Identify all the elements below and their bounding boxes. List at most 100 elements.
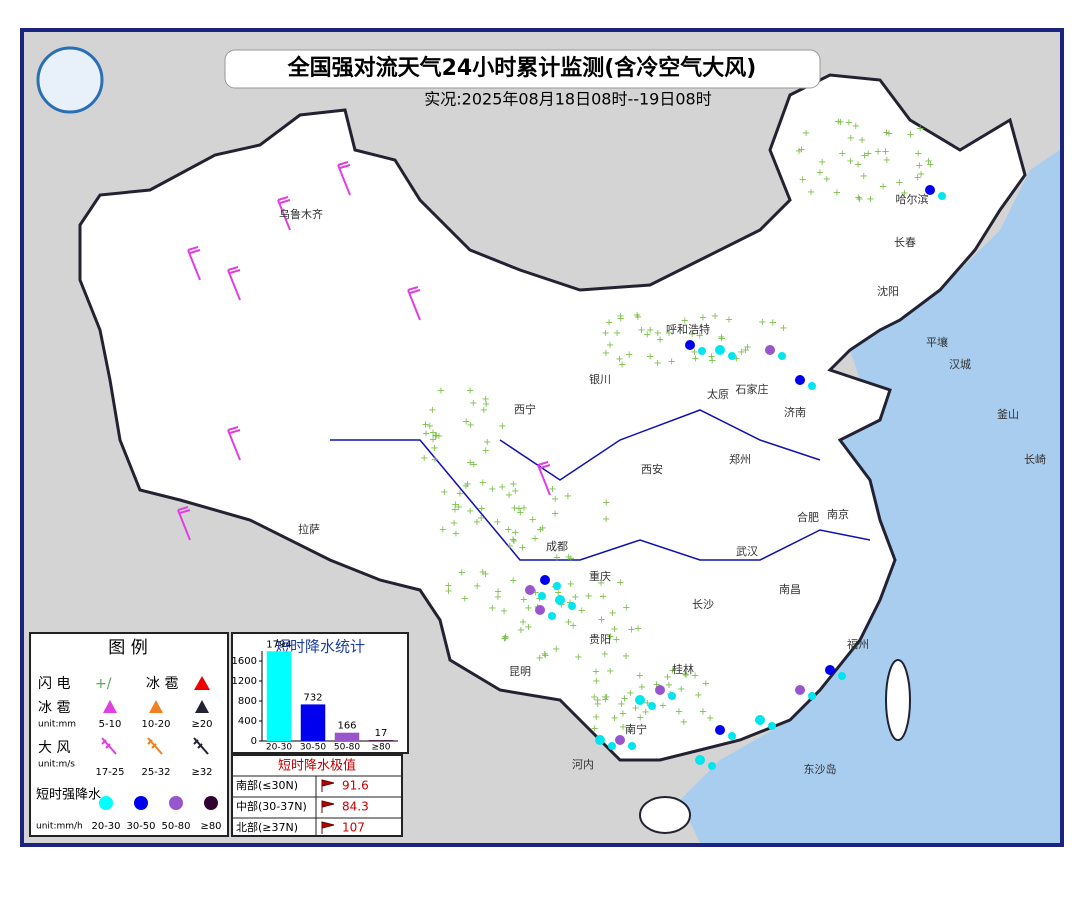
- wind-barb: [537, 461, 551, 496]
- city-label: 武汉: [736, 545, 758, 558]
- city-label: 汉城: [949, 358, 971, 371]
- wind-barb: [337, 161, 351, 196]
- rain-dot: [825, 665, 835, 675]
- lightning: +: [473, 581, 481, 592]
- lightning: +: [528, 515, 536, 526]
- lightning: +: [616, 577, 624, 588]
- lightning: +: [626, 688, 634, 699]
- lightning: +: [548, 484, 556, 495]
- rain-dot: [765, 345, 775, 355]
- lightning: +: [860, 151, 868, 162]
- lightning: +: [690, 347, 698, 358]
- hail-icon: [149, 700, 163, 713]
- lightning: +: [895, 178, 903, 189]
- hail-icon: [103, 700, 117, 713]
- lightning: +: [612, 634, 620, 645]
- lightning: +: [847, 133, 855, 144]
- lightning: +: [605, 318, 613, 329]
- lightning: +: [599, 591, 607, 602]
- lightning: +: [914, 148, 922, 159]
- lightning: +: [420, 453, 428, 464]
- rain-dot: [795, 375, 805, 385]
- weather-symbols: ++++++++++++++++++++++ ++++++++++++++++++…: [177, 117, 946, 770]
- rain-dot: [728, 732, 736, 740]
- lightning: +: [480, 405, 488, 416]
- lightning: +: [539, 523, 547, 534]
- title: 全国强对流天气24小时累计监测(含冷空气大风): [287, 55, 757, 81]
- lightning: +: [795, 146, 803, 157]
- lightning: +: [431, 454, 439, 465]
- lightning: +: [643, 330, 651, 341]
- legend-label: 大 风: [38, 740, 70, 756]
- subtitle: 实况:2025年08月18日08时--19日08时: [424, 90, 711, 109]
- city-label: 釜山: [997, 407, 1019, 421]
- lightning: +: [758, 317, 766, 328]
- rain-dot: [668, 692, 676, 700]
- lightning: +: [462, 481, 470, 492]
- city-label: 西宁: [514, 402, 536, 416]
- lightning: +: [769, 317, 777, 328]
- lightning: +: [466, 506, 474, 517]
- lightning: +: [552, 644, 560, 655]
- lightning: +: [707, 352, 715, 363]
- lightning: +: [668, 357, 676, 368]
- y-tick-label: 400: [238, 716, 257, 727]
- lightning: +: [852, 121, 860, 132]
- lightning: +: [565, 552, 573, 563]
- value-label: 732: [303, 692, 322, 703]
- city-label: 哈尔滨: [896, 192, 929, 206]
- lightning: +: [592, 676, 600, 687]
- lightning: +: [500, 606, 508, 617]
- lightning: +: [541, 651, 549, 662]
- lightning: +: [429, 428, 437, 439]
- wind-icon: [147, 737, 163, 755]
- lightning: +: [681, 669, 689, 680]
- logo: [36, 46, 104, 114]
- lightning: +: [597, 614, 605, 625]
- lightning: +: [725, 314, 733, 325]
- lightning: +: [593, 695, 601, 706]
- lightning: +: [654, 328, 662, 339]
- lightning: +: [636, 712, 644, 723]
- extreme-value: 91.6: [342, 779, 369, 793]
- lightning: +: [874, 147, 882, 158]
- lightning: +: [500, 633, 508, 644]
- hail-icon: [195, 700, 209, 713]
- lightning: +: [488, 484, 496, 495]
- rain-icon: [134, 796, 148, 810]
- value-label: 17: [375, 728, 388, 739]
- legend-box: [29, 632, 229, 837]
- flag: [321, 800, 335, 813]
- rain-dot: [715, 725, 725, 735]
- lightning: +: [451, 504, 459, 515]
- legend-label: 闪 电: [38, 676, 70, 692]
- lightning: +: [602, 348, 610, 359]
- lightning: +: [669, 665, 677, 676]
- lightning: +: [566, 579, 574, 590]
- legend-unit: unit:mm: [38, 720, 76, 730]
- rain-dot: [535, 605, 545, 615]
- lightning: +: [594, 699, 602, 710]
- lightning: +: [926, 159, 934, 170]
- rain-dot: [595, 735, 605, 745]
- lightning: +: [601, 649, 609, 660]
- lightning: +: [631, 703, 639, 714]
- river: [499, 409, 821, 481]
- lightning: +: [797, 145, 805, 156]
- rain-dot: [608, 742, 616, 750]
- lightning: +: [454, 502, 462, 513]
- lightning: +: [482, 399, 490, 410]
- lightning: +: [838, 148, 846, 159]
- lightning: +: [885, 128, 893, 139]
- lightning: +: [836, 117, 844, 128]
- x-tick-label: 20-30: [266, 743, 292, 753]
- chart-title: 短时降水统计: [275, 638, 365, 656]
- lightning: +: [610, 713, 618, 724]
- lightning: +: [473, 517, 481, 528]
- rain-dot: [728, 352, 736, 360]
- lightning: +: [511, 486, 519, 497]
- lightning: +: [536, 524, 544, 535]
- lightning: +: [675, 707, 683, 718]
- lightning: +: [717, 333, 725, 344]
- lightning: +: [535, 594, 543, 605]
